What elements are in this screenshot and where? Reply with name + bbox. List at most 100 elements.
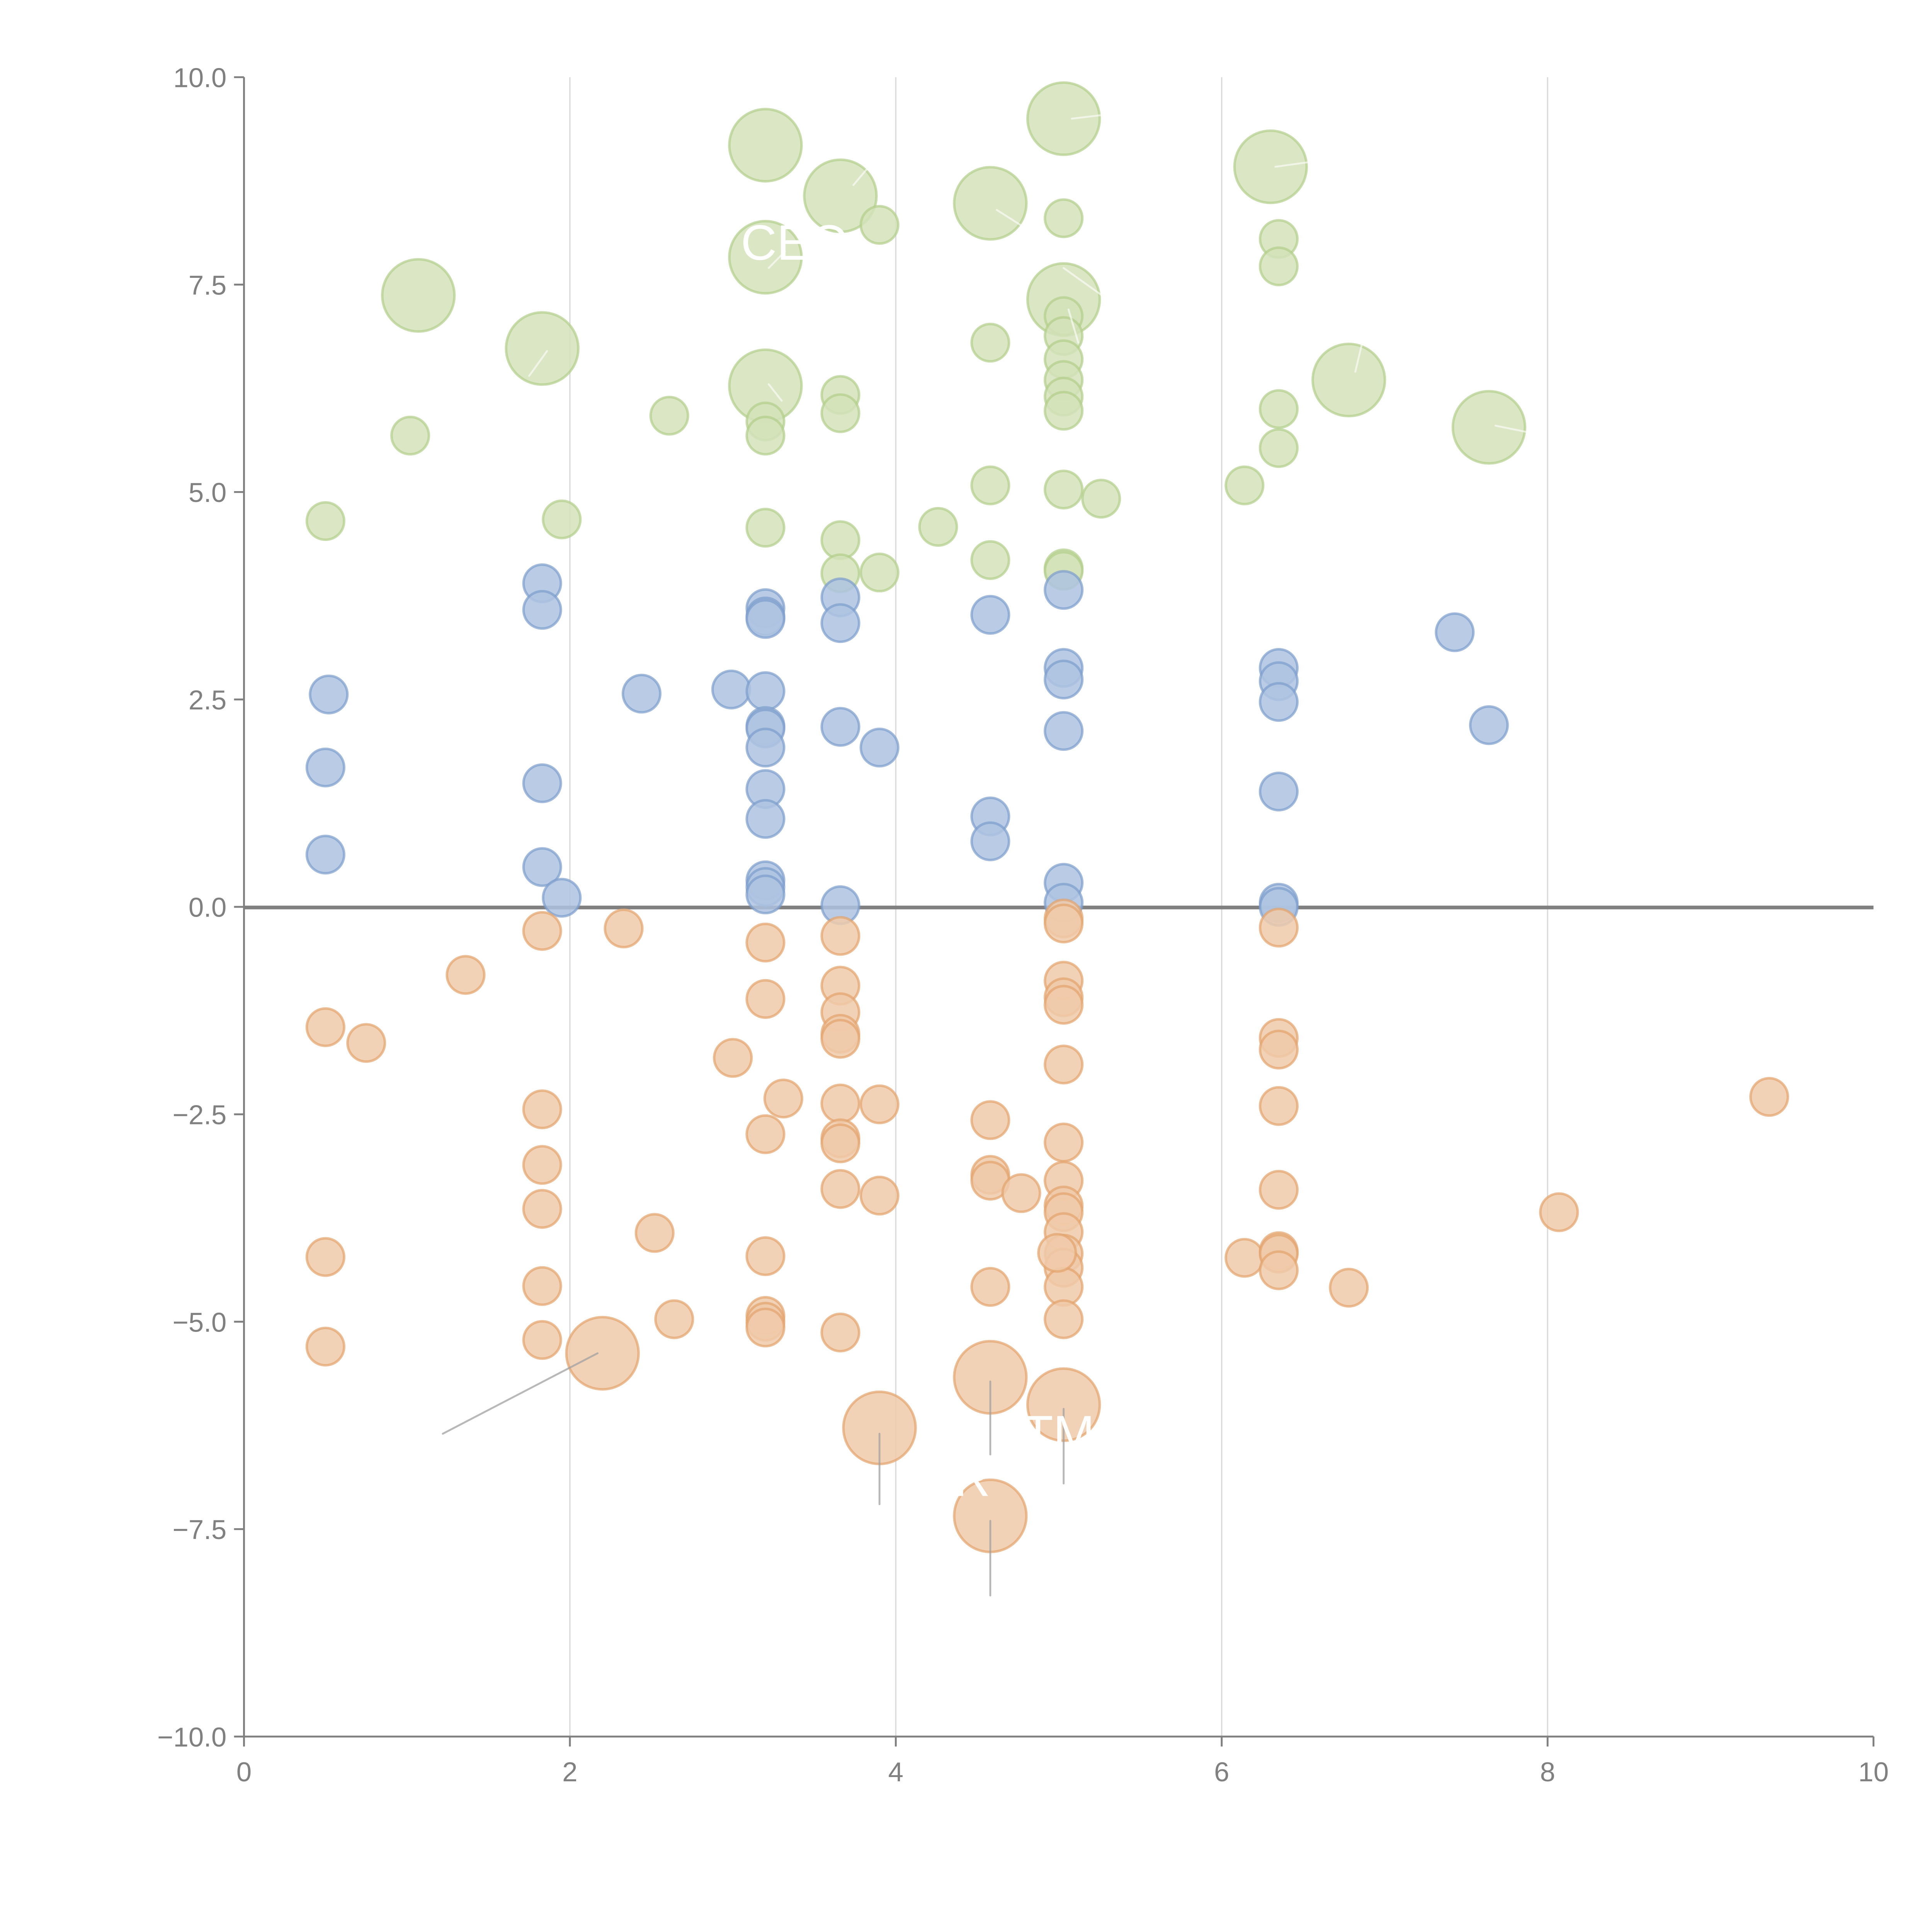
blue-bubble	[1044, 660, 1084, 700]
x-tick-label: 8	[1540, 1757, 1555, 1787]
leader-line	[1354, 343, 1363, 373]
leader-line	[1274, 161, 1313, 168]
orange-bubble	[1044, 1044, 1084, 1085]
green-bubble	[970, 465, 1010, 505]
x-tick-label: 0	[236, 1757, 252, 1787]
orange-bubble	[820, 1083, 861, 1124]
green-bubble	[970, 323, 1010, 363]
leader-line	[767, 250, 786, 269]
blue-bubble	[859, 728, 900, 768]
y-tick-label: 2.5	[189, 685, 227, 716]
green-bubble	[1044, 469, 1084, 510]
blue-bubble	[522, 590, 562, 630]
orange-bubble	[522, 1266, 562, 1306]
green-bubble	[1081, 478, 1121, 519]
orange-bubble	[970, 1267, 1010, 1307]
leader-line	[767, 383, 783, 402]
green-bubble	[745, 415, 786, 456]
orange-bubble	[522, 1089, 562, 1129]
orange-bubble	[745, 979, 786, 1019]
orange-bubble	[1044, 985, 1084, 1025]
orange-bubble	[1259, 1029, 1299, 1070]
orange-bubble	[763, 1078, 803, 1119]
blue-bubble	[1259, 682, 1299, 722]
orange-bubble	[820, 1169, 861, 1209]
green-bubble	[745, 508, 786, 548]
green-bubble	[1026, 81, 1101, 156]
y-tick-label: −7.5	[172, 1515, 226, 1545]
green-bubble	[820, 520, 861, 560]
blue-bubble	[522, 847, 562, 887]
orange-bubble	[1539, 1192, 1579, 1232]
green-bubble	[1225, 465, 1265, 505]
orange-bubble	[654, 1299, 694, 1339]
green-bubble	[1259, 389, 1299, 429]
orange-bubble	[1749, 1077, 1789, 1117]
green-bubble	[390, 415, 430, 456]
y-tick-label: 5.0	[189, 478, 227, 508]
green-bubble	[970, 540, 1010, 580]
y-tick-label: −2.5	[172, 1100, 226, 1131]
orange-bubble	[522, 1320, 562, 1360]
orange-bubble	[522, 1145, 562, 1185]
blue-bubble	[970, 821, 1010, 861]
orange-bubble	[1225, 1238, 1265, 1278]
orange-bubble	[1329, 1268, 1369, 1308]
y-tick-label: −5.0	[172, 1307, 226, 1338]
blue-bubble	[970, 595, 1010, 635]
data-points	[305, 81, 1789, 1553]
orange-bubble	[1259, 908, 1299, 948]
green-bubble	[728, 108, 803, 183]
blue-bubble	[745, 728, 786, 768]
blue-bubble	[309, 674, 349, 714]
green-bubble	[728, 220, 803, 295]
blue-bubble	[1469, 705, 1509, 745]
y-tick-label: 10.0	[173, 63, 226, 94]
blue-bubble	[1044, 570, 1084, 610]
orange-bubble	[522, 1189, 562, 1229]
orange-bubble	[1044, 903, 1084, 944]
orange-bubble	[305, 1327, 345, 1367]
blue-bubble	[711, 669, 751, 709]
orange-bubble	[745, 922, 786, 963]
orange-bubble	[1037, 1233, 1077, 1273]
x-tick-label: 4	[888, 1757, 903, 1787]
orange-bubble	[1044, 1122, 1084, 1163]
orange-bubble	[970, 1100, 1010, 1140]
y-tick-label: 7.5	[189, 270, 227, 301]
blue-bubble	[745, 599, 786, 639]
blue-bubble	[542, 878, 582, 918]
leader-line	[996, 209, 1024, 228]
green-bubble	[1311, 342, 1386, 418]
blue-bubble	[1259, 771, 1299, 812]
orange-bubble	[1044, 1299, 1084, 1339]
blue-bubble	[820, 707, 861, 747]
orange-bubble	[1259, 1170, 1299, 1210]
y-tick-label: −10.0	[157, 1722, 226, 1753]
orange-bubble	[820, 1312, 861, 1353]
x-tick-label: 6	[1214, 1757, 1229, 1787]
green-bubble	[1451, 390, 1526, 465]
blue-bubble	[305, 835, 345, 875]
x-ticks: 0 2 4 6 8 10	[236, 1736, 1889, 1787]
annotation-label: R	[954, 1451, 990, 1507]
orange-bubble	[1259, 1086, 1299, 1126]
leader-lines	[442, 112, 1529, 1597]
annotation-labels: CEO TM R	[741, 215, 1095, 1507]
leader-line	[1071, 112, 1122, 120]
leader-line	[1067, 308, 1080, 344]
orange-bubble	[713, 1038, 753, 1078]
blue-bubble	[621, 673, 662, 714]
green-bubble	[1044, 391, 1084, 431]
annotation-label: CEO	[741, 215, 849, 270]
y-tick-label: 0.0	[189, 893, 227, 923]
orange-bubble	[346, 1023, 386, 1063]
orange-bubble	[305, 1237, 345, 1277]
x-tick-label: 2	[562, 1757, 577, 1787]
annotation-label: TM	[1023, 1405, 1095, 1461]
blue-bubble	[745, 799, 786, 839]
green-bubble	[953, 166, 1028, 241]
green-bubble	[1259, 246, 1299, 286]
orange-bubble	[859, 1175, 900, 1216]
